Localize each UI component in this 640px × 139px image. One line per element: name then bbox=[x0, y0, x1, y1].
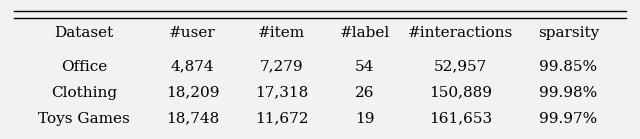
Text: 19: 19 bbox=[355, 112, 374, 126]
Text: 99.85%: 99.85% bbox=[540, 59, 598, 74]
Text: Clothing: Clothing bbox=[51, 86, 117, 100]
Text: 99.98%: 99.98% bbox=[540, 86, 598, 100]
Text: #label: #label bbox=[339, 26, 390, 40]
Text: 54: 54 bbox=[355, 59, 374, 74]
Text: Dataset: Dataset bbox=[54, 26, 114, 40]
Text: 7,279: 7,279 bbox=[260, 59, 303, 74]
Text: 17,318: 17,318 bbox=[255, 86, 308, 100]
Text: 18,748: 18,748 bbox=[166, 112, 219, 126]
Text: 18,209: 18,209 bbox=[166, 86, 220, 100]
Text: sparsity: sparsity bbox=[538, 26, 599, 40]
Text: #item: #item bbox=[258, 26, 305, 40]
Text: Office: Office bbox=[61, 59, 108, 74]
Text: 11,672: 11,672 bbox=[255, 112, 308, 126]
Text: 26: 26 bbox=[355, 86, 374, 100]
Text: #interactions: #interactions bbox=[408, 26, 513, 40]
Text: 52,957: 52,957 bbox=[433, 59, 487, 74]
Text: #user: #user bbox=[169, 26, 216, 40]
Text: 161,653: 161,653 bbox=[429, 112, 492, 126]
Text: 99.97%: 99.97% bbox=[540, 112, 598, 126]
Text: Toys Games: Toys Games bbox=[38, 112, 130, 126]
Text: 150,889: 150,889 bbox=[429, 86, 492, 100]
Text: 4,874: 4,874 bbox=[171, 59, 214, 74]
